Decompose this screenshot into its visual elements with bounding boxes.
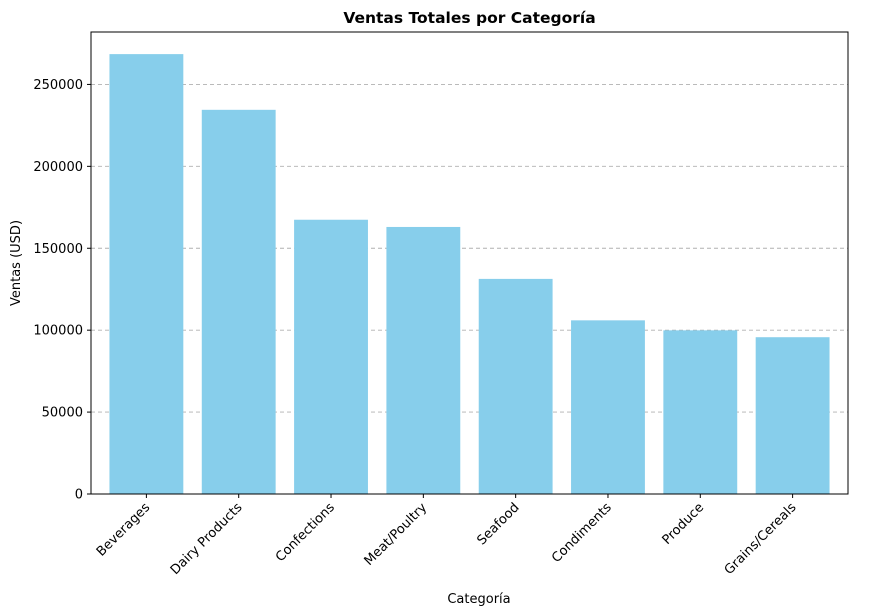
chart-title: Ventas Totales por Categoría bbox=[343, 9, 595, 27]
x-axis-label: Categoría bbox=[447, 592, 510, 607]
x-tick-label: Confections bbox=[273, 500, 338, 565]
bar-meat-poultry bbox=[386, 226, 461, 494]
x-tick-label: Dairy Products bbox=[168, 500, 246, 578]
y-tick-label: 200000 bbox=[33, 160, 83, 175]
y-tick-label: 0 bbox=[75, 488, 83, 503]
x-tick-label: Meat/Poultry bbox=[362, 500, 431, 569]
x-tick-label: Grains/Cereals bbox=[722, 500, 800, 578]
plot-area-frame bbox=[90, 31, 849, 495]
y-tick-label: 150000 bbox=[33, 242, 83, 257]
x-tick-label: Condiments bbox=[549, 500, 615, 566]
x-tick-label: Seafood bbox=[474, 500, 522, 548]
bar-dairy-products bbox=[201, 109, 276, 494]
bar-confections bbox=[294, 219, 368, 494]
y-tick-label: 100000 bbox=[33, 324, 83, 339]
x-axis-ticks: Beverages Dairy Products Confections Meat/P… bbox=[94, 494, 800, 578]
bar-grains-cereals bbox=[755, 337, 830, 494]
y-tick-label: 50000 bbox=[42, 406, 83, 421]
bars bbox=[109, 54, 830, 495]
bar-produce bbox=[663, 330, 738, 494]
bar-beverages bbox=[109, 54, 184, 495]
y-axis-label: Ventas (USD) bbox=[9, 220, 24, 306]
bar-condiments bbox=[571, 320, 645, 494]
x-tick-label: Produce bbox=[660, 500, 708, 548]
y-axis-ticks: 0 50000 100000 150000 200000 250000 bbox=[33, 78, 91, 503]
y-tick-label: 250000 bbox=[33, 78, 83, 93]
x-tick-label: Beverages bbox=[94, 500, 154, 560]
bar-seafood bbox=[478, 278, 553, 494]
